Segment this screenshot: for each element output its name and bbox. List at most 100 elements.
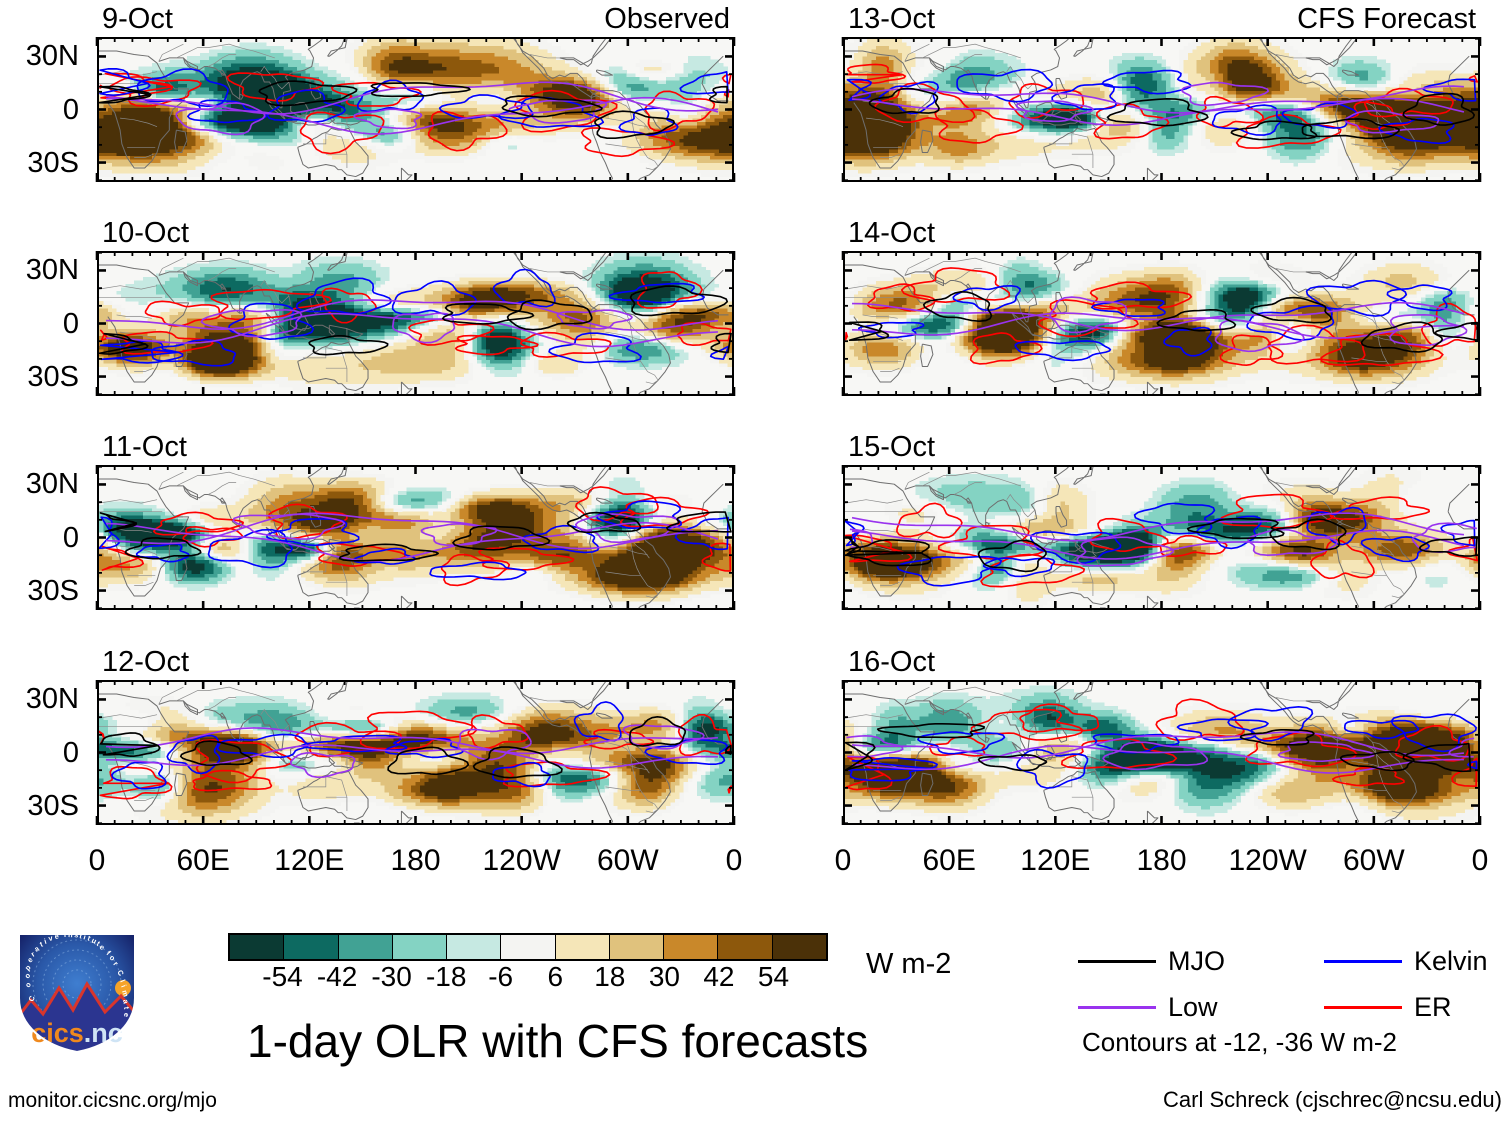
colorbar-tick-42: 42 (703, 963, 734, 991)
olr-anomaly-map (845, 467, 1478, 608)
y-axis-tick-30S: 30S (0, 576, 79, 606)
coastlines (99, 39, 729, 180)
x-axis-tick-120E-col0: 120E (249, 846, 369, 876)
colorbar-swatch-7 (609, 935, 665, 959)
colorbar-swatch-8 (664, 935, 719, 959)
y-axis-tick-30N: 30N (0, 685, 79, 714)
olr-shading (845, 256, 1478, 391)
wave-legend: MJO Kelvin Low ER (1078, 948, 1498, 1021)
y-axis-tick-30N: 30N (0, 256, 79, 285)
legend-item-mjo: MJO (1078, 948, 1225, 975)
colorbar-tick-labels: -54 -42 -30 -18 -6 6 18 30 42 54 (228, 963, 828, 997)
y-axis-tick-30S: 30S (0, 362, 79, 392)
x-axis-tick-0-col0: 0 (674, 846, 794, 876)
legend-contour-note: Contours at -12, -36 W m-2 (1082, 1029, 1397, 1055)
map-panel-16-oct (843, 680, 1480, 825)
x-axis-tick-120E-col1: 120E (995, 846, 1115, 876)
cics-nc-logo-svg: cics.nc C o o p e r a t i v e I n s t i … (18, 930, 136, 1054)
colorbar-tick-54: 54 (758, 963, 789, 991)
olr-anomaly-map (99, 39, 732, 180)
colorbar-tick--54: -54 (262, 963, 302, 991)
panel-date-label: 15-Oct (848, 433, 935, 462)
column-header-forecast: CFS Forecast (843, 5, 1476, 34)
figure-title: 1-day OLR with CFS forecasts (247, 1018, 868, 1064)
y-axis-tick-0: 0 (0, 309, 79, 339)
x-axis-tick-60W-col1: 60W (1314, 846, 1434, 876)
x-axis-tick-0-col0: 0 (37, 846, 157, 876)
colorbar-swatch-2 (338, 935, 393, 959)
olr-anomaly-map (845, 253, 1478, 394)
wave-contour-mjo (848, 291, 1478, 353)
legend-item-low: Low (1078, 994, 1218, 1021)
wave-contour-low (846, 731, 1475, 774)
political-borders (845, 257, 1405, 385)
olr-anomaly-map (845, 682, 1478, 823)
site-url-label: monitor.cicsnc.org/mjo (8, 1090, 217, 1111)
wave-contour-mjo (845, 722, 1472, 773)
y-axis-tick-0: 0 (0, 738, 79, 768)
y-axis-tick-30N: 30N (0, 42, 79, 71)
panel-date-label: 16-Oct (848, 648, 935, 677)
wave-contour-low (105, 512, 719, 562)
colorbar-swatch-4 (447, 935, 502, 959)
olr-shading (99, 467, 732, 608)
coastlines (99, 467, 729, 608)
wave-contour-kelvin (848, 706, 1478, 789)
x-axis-tick-60W-col0: 60W (568, 846, 688, 876)
legend-label: ER (1414, 994, 1452, 1021)
wave-contour-kelvin (858, 279, 1453, 362)
map-panel-15-oct (843, 465, 1480, 610)
panel-date-label: 10-Oct (102, 219, 189, 248)
map-panel-14-oct (843, 251, 1480, 396)
legend-line-swatch-er (1324, 1006, 1402, 1009)
colorbar-tick--42: -42 (317, 963, 357, 991)
author-credit: Carl Schreck (cjschrec@ncsu.edu) (1163, 1089, 1502, 1111)
wave-contour-kelvin (846, 68, 1477, 145)
y-axis-tick-0: 0 (0, 95, 79, 125)
colorbar-tick--18: -18 (426, 963, 466, 991)
political-borders (99, 686, 659, 814)
panel-date-label: 14-Oct (848, 219, 935, 248)
legend-line-swatch-low (1078, 1006, 1156, 1009)
legend-label: MJO (1168, 948, 1225, 975)
y-axis-tick-30S: 30S (0, 148, 79, 178)
y-axis-tick-30S: 30S (0, 791, 79, 821)
colorbar-swatch-5 (501, 935, 556, 959)
wave-contour-mjo (99, 80, 728, 140)
wave-contour-mjo (868, 87, 1476, 141)
y-axis-tick-30N: 30N (0, 470, 79, 499)
political-borders (99, 471, 659, 599)
x-axis-tick-120W-col1: 120W (1208, 846, 1328, 876)
x-axis-tick-60E-col1: 60E (889, 846, 1009, 876)
legend-label: Kelvin (1414, 948, 1488, 975)
wave-contour-mjo (845, 517, 1478, 573)
legend-item-er: ER (1324, 994, 1452, 1021)
x-axis-tick-0-col1: 0 (783, 846, 903, 876)
colorbar (228, 933, 828, 961)
olr-shading (99, 39, 732, 180)
colorbar-units-label: W m-2 (866, 950, 951, 979)
x-axis-tick-0-col1: 0 (1420, 846, 1510, 876)
legend-item-kelvin: Kelvin (1324, 948, 1488, 975)
colorbar-swatch-10 (772, 935, 826, 959)
coastlines (99, 682, 729, 823)
colorbar-tick-18: 18 (594, 963, 625, 991)
map-panel-10-oct (97, 251, 734, 396)
olr-anomaly-map (99, 467, 732, 608)
x-axis-tick-120W-col0: 120W (462, 846, 582, 876)
map-panel-11-oct (97, 465, 734, 610)
olr-shading (845, 39, 1478, 177)
map-panel-12-oct (97, 680, 734, 825)
x-axis-tick-180-col0: 180 (356, 846, 476, 876)
column-header-observed: Observed (97, 5, 730, 34)
x-axis-tick-60E-col0: 60E (143, 846, 263, 876)
colorbar-tick-6: 6 (548, 963, 564, 991)
colorbar-swatch-9 (718, 935, 773, 959)
wave-contour-low (851, 81, 1465, 134)
wave-contour-er (845, 493, 1478, 588)
panel-date-label: 9-Oct (102, 5, 173, 34)
wave-contour-low (852, 296, 1468, 353)
colorbar-swatch-6 (555, 935, 610, 959)
y-axis-tick-0: 0 (0, 523, 79, 553)
wave-contour-low (106, 299, 719, 348)
